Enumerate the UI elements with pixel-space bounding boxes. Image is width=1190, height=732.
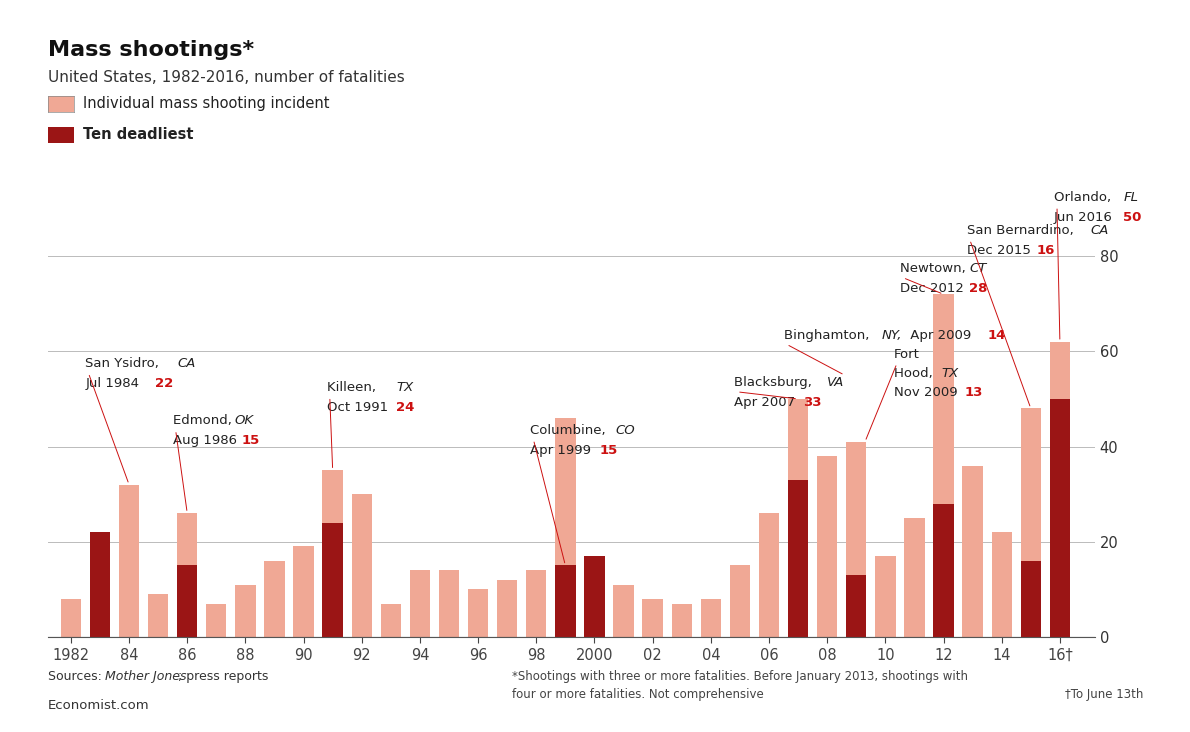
Bar bbox=[729, 565, 750, 637]
Bar bbox=[904, 518, 925, 637]
Text: TX: TX bbox=[941, 367, 958, 380]
Text: NY,: NY, bbox=[882, 329, 902, 342]
Bar bbox=[177, 513, 198, 637]
Bar bbox=[759, 513, 779, 637]
Text: 16: 16 bbox=[1036, 244, 1054, 257]
Text: CA: CA bbox=[1090, 224, 1109, 237]
Text: Edmond,: Edmond, bbox=[173, 414, 236, 427]
Text: ; press reports: ; press reports bbox=[178, 670, 269, 683]
Bar bbox=[322, 523, 343, 637]
Bar bbox=[526, 570, 546, 637]
Bar bbox=[846, 575, 866, 637]
Bar bbox=[584, 556, 605, 637]
Text: Oct 1991: Oct 1991 bbox=[327, 401, 393, 414]
Text: Sources:: Sources: bbox=[48, 670, 106, 683]
Text: Newtown,: Newtown, bbox=[900, 262, 970, 275]
Text: 14: 14 bbox=[988, 329, 1006, 342]
Text: Economist.com: Economist.com bbox=[48, 699, 149, 712]
Text: Hood,: Hood, bbox=[894, 367, 937, 380]
Bar bbox=[788, 480, 808, 637]
Bar bbox=[119, 485, 139, 637]
Text: CA: CA bbox=[178, 357, 196, 370]
Bar bbox=[1050, 342, 1070, 637]
Bar bbox=[409, 570, 430, 637]
Bar bbox=[643, 599, 663, 637]
Bar bbox=[701, 599, 721, 637]
Bar bbox=[556, 565, 576, 637]
Text: Binghamton,: Binghamton, bbox=[783, 329, 873, 342]
Bar bbox=[963, 466, 983, 637]
Bar bbox=[322, 471, 343, 637]
Text: Apr 2009: Apr 2009 bbox=[906, 329, 976, 342]
Text: Ten deadliest: Ten deadliest bbox=[83, 127, 194, 142]
Bar bbox=[294, 546, 314, 637]
Text: CO: CO bbox=[615, 424, 635, 437]
Text: 33: 33 bbox=[803, 397, 822, 409]
Text: San Bernardino,: San Bernardino, bbox=[966, 224, 1078, 237]
Bar bbox=[1021, 408, 1041, 637]
Text: Apr 2007: Apr 2007 bbox=[734, 397, 800, 409]
Text: Aug 1986: Aug 1986 bbox=[173, 435, 240, 447]
Bar bbox=[933, 504, 953, 637]
Text: 13: 13 bbox=[965, 386, 983, 399]
Text: Mother Jones: Mother Jones bbox=[105, 670, 186, 683]
Bar bbox=[468, 589, 488, 637]
Text: Dec 2012: Dec 2012 bbox=[900, 283, 967, 295]
Bar bbox=[264, 561, 284, 637]
Bar bbox=[439, 570, 459, 637]
Text: Blacksburg,: Blacksburg, bbox=[734, 376, 816, 389]
Bar bbox=[497, 580, 518, 637]
Text: United States, 1982-2016, number of fatalities: United States, 1982-2016, number of fata… bbox=[48, 70, 405, 84]
Text: VA: VA bbox=[827, 376, 844, 389]
Text: Jun 2016: Jun 2016 bbox=[1054, 211, 1117, 224]
Text: 15: 15 bbox=[242, 435, 261, 447]
Text: 28: 28 bbox=[970, 283, 988, 295]
Text: Mass shootings*: Mass shootings* bbox=[48, 40, 253, 60]
Text: 50: 50 bbox=[1123, 211, 1142, 224]
Bar bbox=[89, 532, 111, 637]
Bar bbox=[933, 294, 953, 637]
Text: 24: 24 bbox=[396, 401, 414, 414]
Bar bbox=[556, 418, 576, 637]
Text: Jul 1984: Jul 1984 bbox=[86, 378, 144, 390]
Text: Orlando,: Orlando, bbox=[1054, 191, 1115, 203]
Text: 15: 15 bbox=[600, 444, 618, 457]
Text: CT: CT bbox=[970, 262, 987, 275]
Bar bbox=[1021, 561, 1041, 637]
Bar bbox=[381, 603, 401, 637]
Text: FL: FL bbox=[1123, 191, 1139, 203]
Text: Killeen,: Killeen, bbox=[327, 381, 380, 394]
Text: Fort: Fort bbox=[894, 348, 920, 361]
Bar bbox=[788, 399, 808, 637]
Bar bbox=[177, 565, 198, 637]
Text: †To June 13th: †To June 13th bbox=[1065, 688, 1144, 701]
Bar bbox=[584, 599, 605, 637]
Text: *Shootings with three or more fatalities. Before January 2013, shootings with: *Shootings with three or more fatalities… bbox=[512, 670, 967, 683]
Text: San Ysidro,: San Ysidro, bbox=[86, 357, 163, 370]
Bar bbox=[89, 532, 111, 637]
Text: four or more fatalities. Not comprehensive: four or more fatalities. Not comprehensi… bbox=[512, 688, 764, 701]
Text: 22: 22 bbox=[155, 378, 173, 390]
Bar bbox=[148, 594, 168, 637]
Text: TX: TX bbox=[396, 381, 413, 394]
Bar bbox=[875, 556, 896, 637]
Bar bbox=[818, 456, 838, 637]
Bar bbox=[236, 584, 256, 637]
Bar bbox=[206, 603, 226, 637]
Bar bbox=[351, 494, 372, 637]
Bar bbox=[61, 599, 81, 637]
Text: Individual mass shooting incident: Individual mass shooting incident bbox=[83, 97, 330, 111]
Text: Apr 1999: Apr 1999 bbox=[531, 444, 596, 457]
Bar bbox=[991, 532, 1012, 637]
Text: OK: OK bbox=[234, 414, 253, 427]
Bar bbox=[846, 441, 866, 637]
Text: Columbine,: Columbine, bbox=[531, 424, 610, 437]
Text: Nov 2009: Nov 2009 bbox=[894, 386, 962, 399]
Text: Dec 2015: Dec 2015 bbox=[966, 244, 1035, 257]
Bar bbox=[613, 584, 634, 637]
Bar bbox=[671, 603, 691, 637]
Bar bbox=[1050, 399, 1070, 637]
